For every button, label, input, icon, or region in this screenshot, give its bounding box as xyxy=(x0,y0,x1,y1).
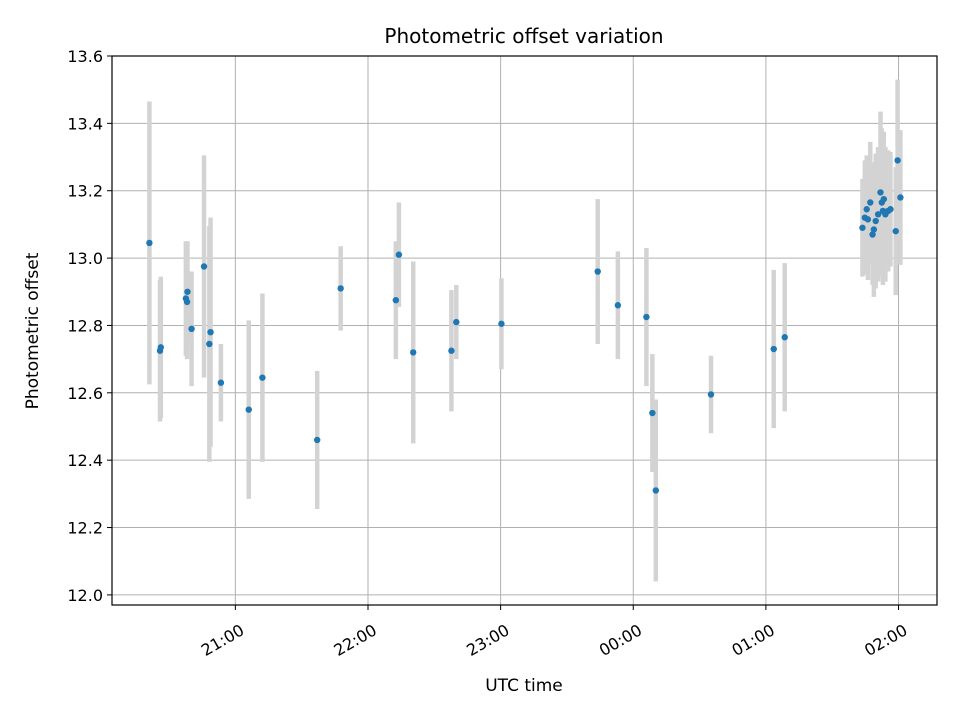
data-point xyxy=(245,406,252,413)
y-tick-label: 12.6 xyxy=(67,384,103,403)
data-point xyxy=(448,347,455,354)
y-axis-label: Photometric offset xyxy=(23,252,43,409)
data-point xyxy=(410,349,417,356)
data-points xyxy=(146,157,904,494)
data-point xyxy=(869,231,876,238)
error-bars xyxy=(147,79,903,582)
data-point xyxy=(892,227,899,235)
data-point xyxy=(184,288,191,295)
data-point xyxy=(594,268,601,275)
data-point xyxy=(217,379,225,386)
data-point xyxy=(867,199,874,206)
y-tick-label: 13.0 xyxy=(67,249,103,268)
x-tick-label: 02:00 xyxy=(861,620,910,660)
x-tick-label: 22:00 xyxy=(331,620,380,660)
data-point xyxy=(781,334,788,341)
data-point xyxy=(897,194,904,201)
data-point xyxy=(870,226,878,233)
y-tick-label: 13.2 xyxy=(67,182,103,201)
data-point xyxy=(880,195,888,203)
y-tick-label: 13.4 xyxy=(67,114,103,133)
data-point xyxy=(392,296,400,304)
data-point xyxy=(146,239,153,247)
data-point xyxy=(188,325,195,333)
data-point xyxy=(200,263,208,270)
x-axis-label: UTC time xyxy=(485,676,563,696)
grid xyxy=(112,55,937,605)
data-point xyxy=(498,320,505,327)
y-tick-label: 13.6 xyxy=(67,47,103,66)
x-tick-label: 21:00 xyxy=(198,620,247,660)
y-tick-label: 12.4 xyxy=(67,451,103,470)
data-point xyxy=(864,216,872,223)
data-point xyxy=(206,340,213,348)
data-point xyxy=(872,217,879,225)
data-point xyxy=(652,487,660,494)
x-tick-label: 23:00 xyxy=(463,620,512,660)
data-point xyxy=(863,206,870,213)
y-tick-label: 12.8 xyxy=(67,316,103,335)
y-tick-label: 12.2 xyxy=(67,519,103,538)
x-tick-label: 00:00 xyxy=(596,620,645,660)
data-point xyxy=(207,328,214,336)
data-point xyxy=(395,251,403,258)
data-point xyxy=(259,374,266,381)
data-point xyxy=(894,157,901,164)
data-point xyxy=(859,224,866,231)
data-point xyxy=(649,409,656,417)
data-point xyxy=(157,344,165,351)
x-axis-ticks: 21:00 22:00 23:00 00:00 01:00 02:00 xyxy=(198,605,911,660)
data-point xyxy=(874,211,882,218)
data-point xyxy=(887,206,894,213)
plot-frame xyxy=(111,55,938,606)
data-point xyxy=(707,391,715,398)
y-axis-ticks: 12.0 12.2 12.4 12.6 12.8 13.0 13.2 13.4 13.6 xyxy=(67,47,112,605)
y-tick-label: 12.0 xyxy=(67,586,103,605)
data-point xyxy=(770,345,777,353)
data-point xyxy=(453,318,460,326)
data-point xyxy=(183,298,191,306)
data-point xyxy=(614,302,622,309)
chart-title: Photometric offset variation xyxy=(384,24,663,48)
data-point xyxy=(313,436,321,444)
data-point xyxy=(337,285,344,292)
x-tick-label: 01:00 xyxy=(728,620,777,660)
data-point xyxy=(643,313,650,321)
data-point xyxy=(877,189,884,196)
